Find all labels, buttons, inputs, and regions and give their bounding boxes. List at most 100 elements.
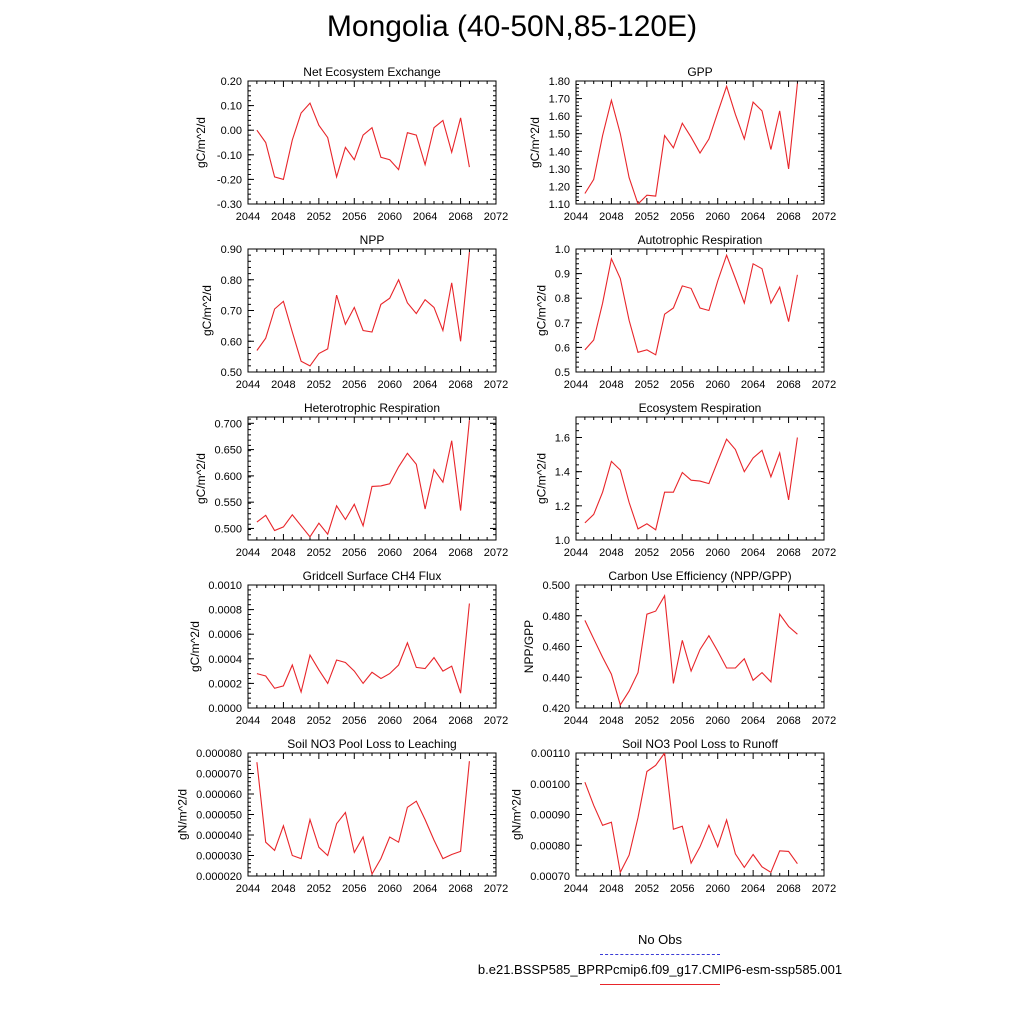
x-tick-label: 2052	[635, 883, 659, 895]
series-line	[256, 102, 470, 181]
panel-soil-no3-pool-loss-to-leaching: Soil NO3 Pool Loss to Leaching 2044 2048 20…	[175, 737, 508, 895]
x-tick-label: 2068	[448, 379, 472, 391]
panel-heterotrophic-respiration: Heterotrophic Respiration 2044 2048 2052 205…	[194, 401, 508, 559]
y-tick-label: 0.0000	[208, 703, 242, 715]
panel-title: GPP	[687, 65, 712, 79]
x-tick-label: 2052	[307, 883, 331, 895]
y-axis-label: gC/m^2/d	[534, 285, 548, 336]
y-tick-label: 1.2	[555, 501, 570, 513]
y-axis-label: gC/m^2/d	[200, 285, 214, 336]
series-line	[584, 594, 798, 707]
panel-title: Gridcell Surface CH4 Flux	[303, 569, 442, 583]
y-tick-label: 0.00080	[530, 840, 570, 852]
y-tick-label: 0.500	[214, 523, 242, 535]
x-tick-label: 2060	[705, 379, 729, 391]
panel-title: NPP	[360, 233, 385, 247]
legend-label-no-obs: No Obs	[637, 932, 683, 947]
y-tick-label: 0.600	[214, 471, 242, 483]
y-tick-label: 0.50	[221, 367, 242, 379]
panel-title: Net Ecosystem Exchange	[303, 65, 441, 79]
y-tick-label: 0.000060	[196, 789, 242, 801]
y-tick-label: 0.550	[214, 497, 242, 509]
x-tick-label: 2056	[342, 211, 366, 223]
x-tick-label: 2044	[564, 211, 588, 223]
x-tick-label: 2056	[670, 547, 694, 559]
x-tick-label: 2052	[307, 547, 331, 559]
x-tick-label: 2044	[236, 379, 260, 391]
y-tick-label: 1.60	[549, 111, 570, 123]
y-tick-label: 0.480	[542, 611, 570, 623]
x-tick-label: 2052	[635, 211, 659, 223]
legend-label-model-run: b.e21.BSSP585_BPRPcmip6.f09_g17.CMIP6-es…	[477, 962, 843, 977]
x-tick-label: 2072	[484, 547, 508, 559]
y-tick-label: 0.60	[221, 336, 242, 348]
legend-line-no-obs	[600, 954, 720, 955]
x-tick-label: 2072	[484, 715, 508, 727]
y-tick-label: 1.30	[549, 164, 570, 176]
x-tick-label: 2068	[448, 547, 472, 559]
x-tick-label: 2072	[484, 211, 508, 223]
x-tick-label: 2064	[741, 883, 765, 895]
x-tick-label: 2044	[236, 211, 260, 223]
panel-net-ecosystem-exchange: Net Ecosystem Exchange 2044 2048 2052 2056 20…	[194, 65, 508, 223]
y-tick-label: 0.00	[221, 125, 242, 137]
x-tick-label: 2064	[741, 379, 765, 391]
y-tick-label: 1.80	[549, 76, 570, 88]
x-tick-label: 2056	[342, 883, 366, 895]
y-tick-label: 0.000020	[196, 871, 242, 883]
y-tick-label: 0.00100	[530, 779, 570, 791]
panel-title: Ecosystem Respiration	[639, 401, 762, 415]
y-tick-label: 0.20	[221, 76, 242, 88]
x-tick-label: 2072	[812, 883, 836, 895]
plot-frame	[247, 416, 497, 541]
x-tick-label: 2064	[413, 211, 437, 223]
y-tick-label: 0.0002	[208, 678, 242, 690]
x-tick-label: 2072	[812, 715, 836, 727]
plot-frame	[575, 752, 825, 877]
x-tick-label: 2048	[271, 211, 295, 223]
x-tick-label: 2044	[236, 547, 260, 559]
x-tick-label: 2048	[599, 715, 623, 727]
plot-frame	[575, 80, 825, 205]
y-tick-label: 1.10	[549, 199, 570, 211]
x-tick-label: 2068	[776, 715, 800, 727]
y-tick-label: 0.000050	[196, 810, 242, 822]
y-axis-label: gC/m^2/d	[194, 453, 208, 504]
x-tick-label: 2064	[413, 883, 437, 895]
y-tick-label: 1.20	[549, 181, 570, 193]
plot-frame	[247, 248, 497, 373]
y-tick-label: -0.10	[217, 150, 242, 162]
x-tick-label: 2068	[776, 379, 800, 391]
y-tick-label: 0.000070	[196, 769, 242, 781]
y-axis-label: gN/m^2/d	[510, 789, 524, 840]
y-tick-label: 0.70	[221, 306, 242, 318]
y-tick-label: 0.700	[214, 418, 242, 430]
y-tick-label: 0.0006	[208, 629, 242, 641]
x-tick-label: 2064	[741, 715, 765, 727]
x-tick-label: 2052	[635, 379, 659, 391]
x-tick-label: 2068	[776, 547, 800, 559]
x-tick-label: 2048	[271, 379, 295, 391]
y-axis-label: gC/m^2/d	[188, 621, 202, 672]
y-tick-label: 1.0	[555, 535, 570, 547]
y-tick-label: 0.440	[542, 672, 570, 684]
x-tick-label: 2068	[776, 883, 800, 895]
y-tick-label: 1.4	[555, 467, 570, 479]
x-tick-label: 2068	[448, 211, 472, 223]
x-tick-label: 2060	[377, 715, 401, 727]
panel-title: Soil NO3 Pool Loss to Leaching	[287, 737, 456, 751]
series-line	[584, 83, 798, 204]
y-tick-label: -0.30	[217, 199, 242, 211]
x-tick-label: 2064	[413, 379, 437, 391]
y-axis-label: gC/m^2/d	[534, 453, 548, 504]
y-tick-label: 1.40	[549, 146, 570, 158]
x-tick-label: 2044	[564, 379, 588, 391]
y-tick-label: 0.90	[221, 244, 242, 256]
y-axis-label: gC/m^2/d	[528, 117, 542, 168]
series-line	[256, 603, 470, 695]
x-tick-label: 2048	[271, 883, 295, 895]
y-tick-label: 0.650	[214, 445, 242, 457]
x-tick-label: 2048	[599, 211, 623, 223]
x-tick-label: 2056	[670, 379, 694, 391]
